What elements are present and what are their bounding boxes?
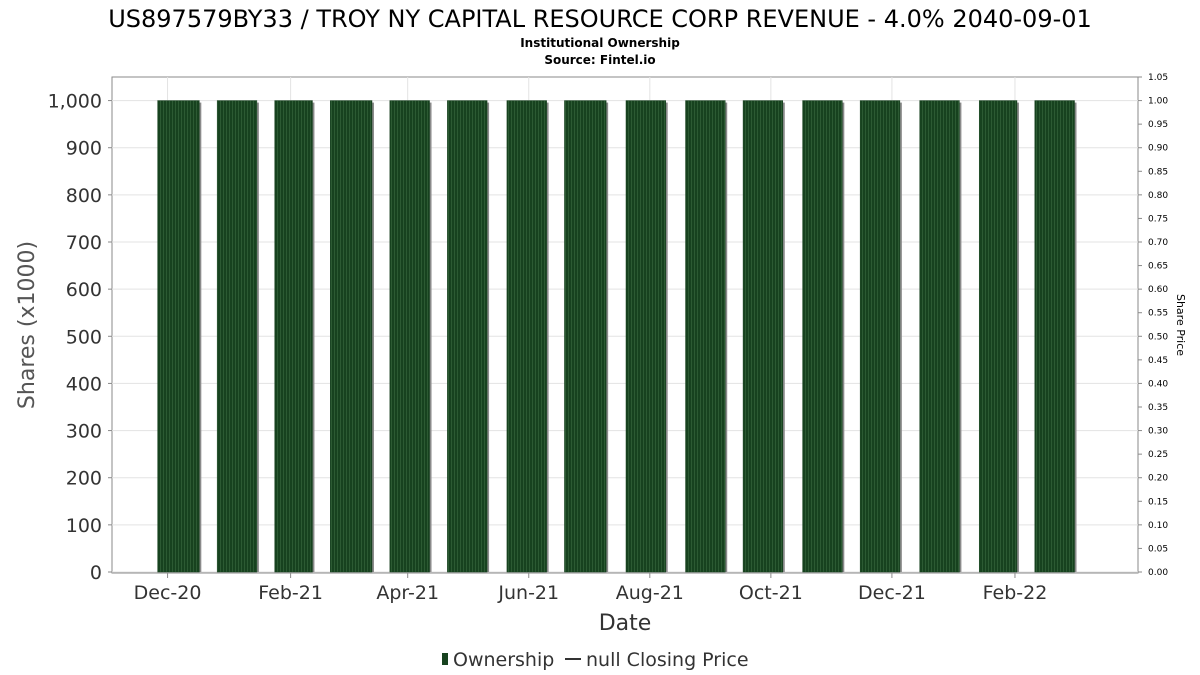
x-axis-label: Date <box>599 611 652 636</box>
x-tick-label: Aug-21 <box>616 582 684 604</box>
ownership-bars <box>157 100 1077 573</box>
legend-ownership-swatch <box>442 653 448 665</box>
y2-tick-label: 0.50 <box>1148 332 1168 342</box>
y2-tick-label: 0.05 <box>1148 544 1168 554</box>
y2-tick-label: 0.95 <box>1148 120 1168 130</box>
x-tick-label: Jun-21 <box>497 582 559 604</box>
y2-tick-label: 0.40 <box>1148 379 1168 389</box>
ownership-bar <box>978 100 1018 573</box>
y2-tick-label: 0.90 <box>1148 144 1168 154</box>
y-tick-label: 0 <box>90 562 102 584</box>
y2-tick-label: 0.55 <box>1148 309 1168 319</box>
ownership-bar <box>742 100 784 573</box>
y2-tick-label: 0.15 <box>1148 497 1168 507</box>
legend-price-label: null Closing Price <box>586 649 749 671</box>
chart-source: Source: Fintel.io <box>544 53 655 67</box>
ownership-bar <box>685 100 726 573</box>
y2-tick-label: 0.20 <box>1148 474 1168 484</box>
y2-tick-label: 0.75 <box>1148 214 1168 224</box>
x-tick-label: Dec-21 <box>858 582 926 604</box>
ownership-bar <box>1034 100 1075 573</box>
x-tick-label: Oct-21 <box>739 582 803 604</box>
y2-tick-label: 0.45 <box>1148 356 1168 366</box>
ownership-bar <box>447 100 488 573</box>
x-tick-label: Dec-20 <box>134 582 202 604</box>
ownership-bar <box>506 100 547 573</box>
y2-tick-label: 0.70 <box>1148 238 1168 248</box>
y2-tick-label: 0.30 <box>1148 427 1168 437</box>
x-tick-label: Apr-21 <box>376 582 439 604</box>
ownership-bar <box>330 100 373 573</box>
y-tick-label: 700 <box>66 232 102 254</box>
y-axis-label: Shares (x1000) <box>15 241 40 409</box>
x-tick-label: Feb-21 <box>258 582 323 604</box>
y-tick-label: 400 <box>66 373 102 395</box>
y2-tick-label: 0.00 <box>1148 568 1168 578</box>
y2-tick-label: 0.25 <box>1148 450 1168 460</box>
y2-tick-label: 0.60 <box>1148 285 1168 295</box>
legend-ownership-label: Ownership <box>453 649 554 671</box>
y-tick-label: 1,000 <box>48 91 102 113</box>
y-tick-label: 900 <box>66 138 102 160</box>
x-tick-label: Feb-22 <box>983 582 1048 604</box>
ownership-bar <box>389 100 430 573</box>
chart-title: US897579BY33 / TROY NY CAPITAL RESOURCE … <box>108 5 1092 33</box>
y-tick-label: 500 <box>66 326 102 348</box>
y2-tick-label: 0.85 <box>1148 167 1168 177</box>
ownership-bar <box>216 100 258 573</box>
y2-tick-label: 1.00 <box>1148 97 1168 107</box>
y-tick-label: 100 <box>66 515 102 537</box>
y2-axis-label: Share Price <box>1174 294 1187 356</box>
y2-axis: 0.00 0.05 0.10 0.15 0.20 0.25 0.30 0.35 0.40 0.45… <box>1138 73 1168 578</box>
chart-subtitle: Institutional Ownership <box>520 36 680 50</box>
y2-tick-label: 0.80 <box>1148 191 1168 201</box>
ownership-bar <box>859 100 901 573</box>
y-tick-label: 600 <box>66 279 102 301</box>
ownership-bar <box>919 100 960 573</box>
ownership-bar <box>157 100 200 573</box>
y2-tick-label: 0.35 <box>1148 403 1168 413</box>
y-axis: 0 100 200 300 400 500 600 700 800 900 1,000 <box>48 91 112 584</box>
y2-tick-label: 0.10 <box>1148 521 1168 531</box>
y-tick-label: 800 <box>66 185 102 207</box>
y-tick-label: 200 <box>66 468 102 490</box>
ownership-bar <box>802 100 843 573</box>
ownership-bar <box>274 100 313 573</box>
y2-tick-label: 0.65 <box>1148 262 1168 272</box>
ownership-bar <box>625 100 666 573</box>
legend: Ownership null Closing Price <box>442 649 749 671</box>
x-axis: Dec-20 Feb-21 Apr-21 Jun-21 Aug-21 Oct-21 Dec-… <box>112 572 1138 604</box>
ownership-bar <box>564 100 607 573</box>
y2-tick-label: 1.05 <box>1148 73 1168 83</box>
y-tick-label: 300 <box>66 421 102 443</box>
